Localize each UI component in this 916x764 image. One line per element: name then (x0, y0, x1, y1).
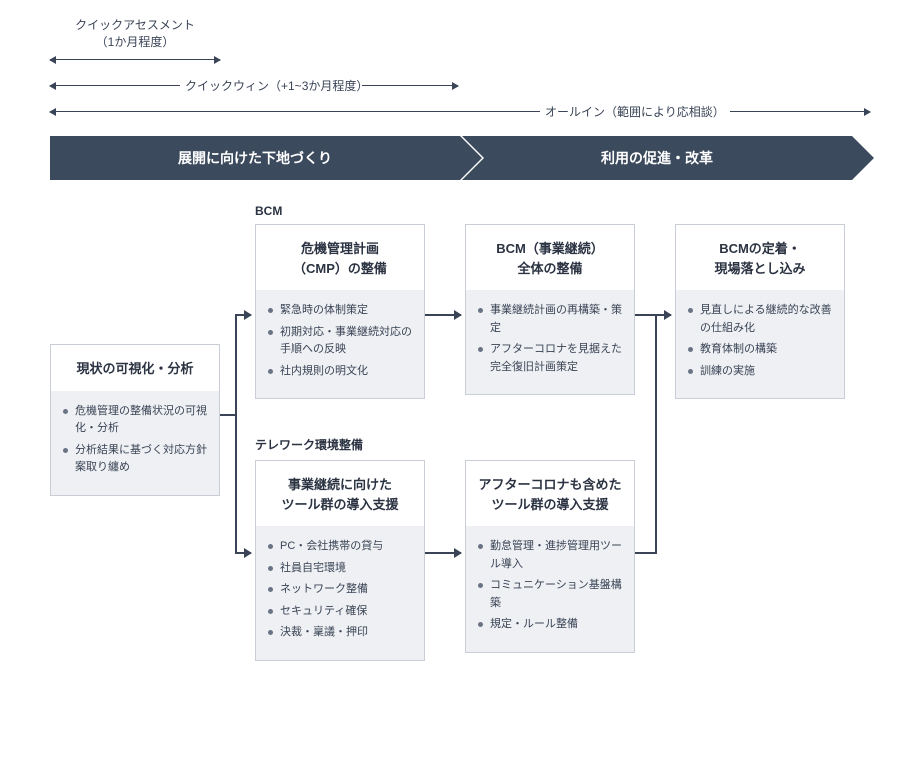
card-5-item: コミュニケーション基盤構築 (478, 577, 622, 612)
card-3-title-a: BCMの定着・ (686, 239, 834, 259)
card-4-item: PC・会社携帯の貸与 (268, 538, 412, 556)
arrow-c5-v (655, 314, 657, 554)
card-4-item: 決裁・稟議・押印 (268, 624, 412, 642)
timeline-3-label: オールイン（範囲により応相談） (545, 103, 725, 120)
card-4-list: PC・会社携帯の貸与 社員自宅環境 ネットワーク整備 セキュリティ確保 決裁・稟… (268, 538, 412, 642)
card-4-title-a: 事業継続に向けた (266, 475, 414, 495)
card-2-list: 事業継続計画の再構築・策定 アフターコロナを見据えた完全復旧計画策定 (478, 302, 622, 376)
arrow-c1-c2 (425, 314, 461, 316)
card-2-title-b: 全体の整備 (476, 259, 624, 279)
card-2-item: 事業継続計画の再構築・策定 (478, 302, 622, 337)
card-3-item: 見直しによる継続的な改善の仕組み化 (688, 302, 832, 337)
card-3-list: 見直しによる継続的な改善の仕組み化 教育体制の構築 訓練の実施 (688, 302, 832, 380)
phase-1: 展開に向けた下地づくり (50, 136, 460, 180)
card-1-item: 緊急時の体制策定 (268, 302, 412, 320)
timeline-arrow-2: クイックウィン（+1~3か月程度） (50, 72, 870, 98)
arrow-c0-stub (220, 414, 237, 416)
card-4-item: 社員自宅環境 (268, 560, 412, 578)
card-5-title-b: ツール群の導入支援 (476, 495, 624, 515)
phase-2-label: 利用の促進・改革 (601, 148, 713, 168)
phase-banner: 展開に向けた下地づくり 利用の促進・改革 (50, 136, 870, 180)
arrow-to-c4 (235, 552, 251, 554)
card-current-analysis: 現状の可視化・分析 危機管理の整備状況の可視化・分析 分析結果に基づく対応方針案… (50, 344, 220, 496)
card-4-item: ネットワーク整備 (268, 581, 412, 599)
card-3-item: 訓練の実施 (688, 363, 832, 381)
card-5-item: 規定・ルール整備 (478, 616, 622, 634)
card-2-title-a: BCM（事業継続） (476, 239, 624, 259)
card-5-item: 勤怠管理・進捗管理用ツール導入 (478, 538, 622, 573)
card-0-title: 現状の可視化・分析 (51, 345, 219, 391)
card-bcm-all: BCM（事業継続） 全体の整備 事業継続計画の再構築・策定 アフターコロナを見据… (465, 224, 635, 395)
flowchart: BCM テレワーク環境整備 現状の可視化・分析 危機管理の整備状況の可視化・分析… (50, 204, 870, 764)
card-5-list: 勤怠管理・進捗管理用ツール導入 コミュニケーション基盤構築 規定・ルール整備 (478, 538, 622, 634)
arrow-c2-c3 (635, 314, 671, 316)
card-cmp: 危機管理計画 （CMP）の整備 緊急時の体制策定 初期対応・事業継続対応の手順へ… (255, 224, 425, 399)
arrow-c4-c5 (425, 552, 461, 554)
card-4-item: セキュリティ確保 (268, 603, 412, 621)
card-1-item: 初期対応・事業継続対応の手順への反映 (268, 324, 412, 359)
card-3-item: 教育体制の構築 (688, 341, 832, 359)
card-1-title-a: 危機管理計画 (266, 239, 414, 259)
card-5-title-a: アフターコロナも含めた (476, 475, 624, 495)
card-1-list: 緊急時の体制策定 初期対応・事業継続対応の手順への反映 社内規則の明文化 (268, 302, 412, 380)
arrow-to-c1 (235, 314, 251, 316)
timeline-arrow-1 (50, 46, 870, 72)
card-0-list: 危機管理の整備状況の可視化・分析 分析結果に基づく対応方針案取り纏め (63, 403, 207, 477)
arrow-c5-stub (635, 552, 655, 554)
phase-1-label: 展開に向けた下地づくり (178, 148, 332, 168)
card-0-item: 分析結果に基づく対応方針案取り纏め (63, 442, 207, 477)
section-telework-label: テレワーク環境整備 (255, 436, 363, 453)
timeline-1-label-a: クイックアセスメント (50, 16, 220, 33)
card-tools-1: 事業継続に向けた ツール群の導入支援 PC・会社携帯の貸与 社員自宅環境 ネット… (255, 460, 425, 661)
section-bcm-label: BCM (255, 204, 282, 218)
timeline-2-label: クイックウィン（+1~3か月程度） (185, 77, 368, 94)
timeline-arrow-3: オールイン（範囲により応相談） (50, 98, 870, 124)
card-3-title-b: 現場落とし込み (686, 259, 834, 279)
arrow-branch-v (235, 314, 237, 554)
card-bcm-fix: BCMの定着・ 現場落とし込み 見直しによる継続的な改善の仕組み化 教育体制の構… (675, 224, 845, 399)
phase-2: 利用の促進・改革 (462, 136, 852, 180)
card-tools-2: アフターコロナも含めた ツール群の導入支援 勤怠管理・進捗管理用ツール導入 コミ… (465, 460, 635, 653)
card-0-item: 危機管理の整備状況の可視化・分析 (63, 403, 207, 438)
card-2-item: アフターコロナを見据えた完全復旧計画策定 (478, 341, 622, 376)
card-1-title-b: （CMP）の整備 (266, 259, 414, 279)
card-4-title-b: ツール群の導入支援 (266, 495, 414, 515)
card-1-item: 社内規則の明文化 (268, 363, 412, 381)
timeline-row-1: クイックアセスメント （1か月程度） (50, 20, 870, 46)
